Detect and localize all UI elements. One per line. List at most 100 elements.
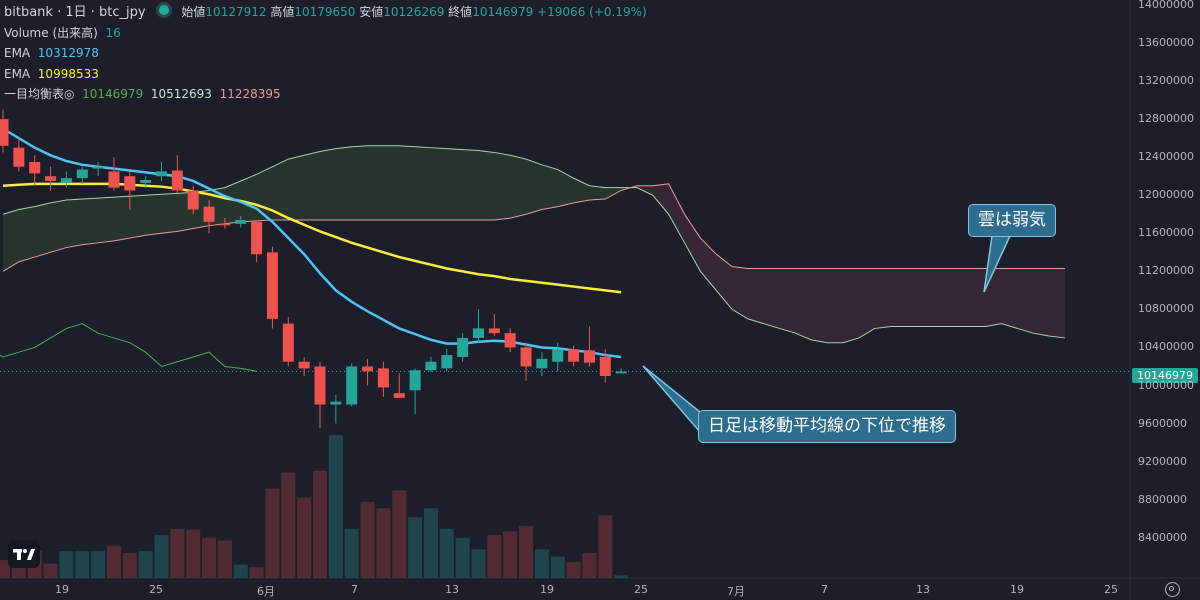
market-status-icon [155,2,172,18]
price-tick-label: 11600000 [1138,226,1194,240]
current-price-tag: 10146979 [1132,368,1198,383]
volume-bar [233,564,248,578]
time-tick-label: 25 [1104,583,1118,596]
ema-long-label: EMA [4,66,31,81]
ichimoku-span-b [2,183,1065,272]
close-value: 10146979 [472,5,534,19]
candle-body [60,178,72,183]
low-value: 10126269 [383,5,445,19]
candle-body [219,223,231,226]
candle-body [520,347,532,367]
candle-body [441,355,453,369]
volume-bar [297,497,312,578]
ema-long-legend-row[interactable]: EMA 10998533 [4,64,647,85]
volume-bar [376,508,391,578]
volume-bar [43,563,58,578]
volume-bar [392,490,407,578]
candle-body [488,328,500,334]
volume-bar [249,567,264,578]
ichimoku-cloud [621,183,1065,343]
price-tick-label: 13200000 [1138,74,1194,88]
candle-body [615,371,627,374]
candle-body [314,366,326,405]
price-tick-label: 14000000 [1138,0,1194,11]
volume-bar [281,472,296,578]
volume-bar [455,537,470,578]
candle-body [473,328,484,338]
volume-bar [138,551,153,578]
candle-body [362,366,374,372]
time-tick-label: 13 [445,583,459,596]
candle-body [282,323,294,362]
time-tick-label: 7 [351,583,358,596]
candle-body [29,161,41,174]
volume-bar [0,560,10,578]
time-tick-label: 19 [1010,583,1024,596]
volume-value: 16 [105,25,121,40]
price-annotation[interactable]: 日足は移動平均線の下位で推移 [698,410,956,443]
chart-legend: bitbank · 1日 · btc_jpy 始値10127912 高値1017… [4,2,647,105]
ichimoku-value-2: 10512693 [150,87,212,101]
volume-bar [186,529,201,578]
volume-bar [503,531,518,578]
ema-long-value: 10998533 [37,66,99,81]
close-label: 終値 [448,5,473,19]
volume-bar [614,575,629,578]
candle-body [425,361,437,371]
time-tick-label: 6月 [257,585,275,598]
open-value: 10127912 [205,5,267,19]
time-tick-label: 7 [821,583,828,596]
price-tick-label: 12000000 [1138,188,1194,202]
candle-body [156,171,167,177]
candle-body [298,361,310,369]
candle-body [536,358,548,369]
cloud-annotation[interactable]: 雲は弱気 [968,204,1056,237]
time-tick-label: 25 [149,583,163,596]
volume-bar [122,552,137,578]
volume-bar [91,551,106,578]
time-tick-label: 13 [916,583,930,596]
ema-short-label: EMA [4,46,31,60]
volume-bar [439,528,454,578]
candle-body [13,147,25,167]
candle-body [140,180,152,183]
price-axis-panel [1130,0,1200,600]
change-value: +19066 (+0.19%) [537,5,647,19]
volume-legend-row[interactable]: Volume (出来高) 16 [4,23,647,44]
settings-gear-icon[interactable] [1165,582,1180,597]
symbol-label[interactable]: bitbank · 1日 · btc_jpy [4,5,146,20]
tradingview-logo[interactable] [8,540,40,568]
candle-body [266,252,278,319]
volume-bar [217,540,232,578]
high-label: 高値 [270,5,295,19]
price-tick-label: 9600000 [1138,416,1187,430]
volume-bar [154,535,169,578]
candle-body [457,337,469,357]
candle-body [0,119,9,146]
candle-body [377,368,389,388]
volume-bar [170,528,185,578]
ichimoku-legend-row[interactable]: 一目均衡表◎ 10146979 10512693 11228395 [4,84,647,105]
volume-bar [582,552,597,578]
volume-bar [75,551,90,578]
volume-bar [106,545,121,578]
volume-label: Volume (出来高) [4,25,98,40]
ema-short-legend-row[interactable]: EMA 10312978 [4,43,647,64]
volume-bar [550,556,565,578]
time-tick-label: 19 [55,583,69,596]
candle-body [251,221,263,255]
candle-body [346,366,358,405]
ichimoku-value-3: 11228395 [219,87,281,101]
tradingview-logo-icon [13,549,35,560]
candle-body [171,170,183,191]
candle-body [203,206,215,222]
volume-bar [566,561,581,578]
open-label: 始値 [181,5,206,19]
price-tick-label: 10800000 [1138,302,1194,316]
volume-bar [328,435,343,578]
candle-body [45,176,57,181]
ichimoku-chikou [0,323,257,372]
volume-bar [265,488,280,578]
price-tick-label: 8800000 [1138,492,1187,506]
